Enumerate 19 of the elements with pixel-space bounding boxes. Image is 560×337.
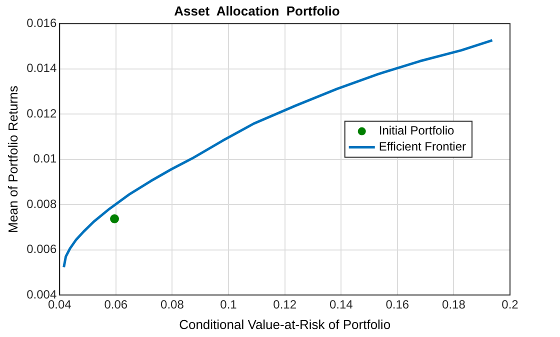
x-tick-label: 0.12 — [273, 298, 297, 312]
x-tick-label: 0.06 — [104, 298, 128, 312]
y-tick-label: 0.008 — [26, 196, 57, 211]
x-tick-label: 0.08 — [160, 298, 184, 312]
x-axis-title: Conditional Value-at-Risk of Portfolio — [179, 316, 391, 332]
y-tick-label: 0.01 — [33, 152, 57, 166]
x-tick-label: 0.14 — [329, 298, 354, 312]
y-tick-label: 0.014 — [26, 61, 57, 76]
chart-title: Asset Allocation Portfolio — [174, 3, 340, 18]
x-tick-label: 0.2 — [502, 298, 519, 312]
legend-label: Initial Portfolio — [378, 124, 455, 138]
x-tick-label: 0.18 — [442, 298, 466, 312]
legend-label: Efficient Frontier — [378, 140, 466, 154]
y-axis-title: Mean of Portfolio Returns — [5, 85, 20, 234]
y-tick-label: 0.016 — [26, 16, 57, 30]
x-tick-label: 0.16 — [386, 298, 410, 312]
x-tick-label: 0.1 — [220, 298, 238, 312]
y-tick-label: 0.006 — [26, 242, 57, 256]
y-tick-label: 0.012 — [26, 106, 57, 120]
